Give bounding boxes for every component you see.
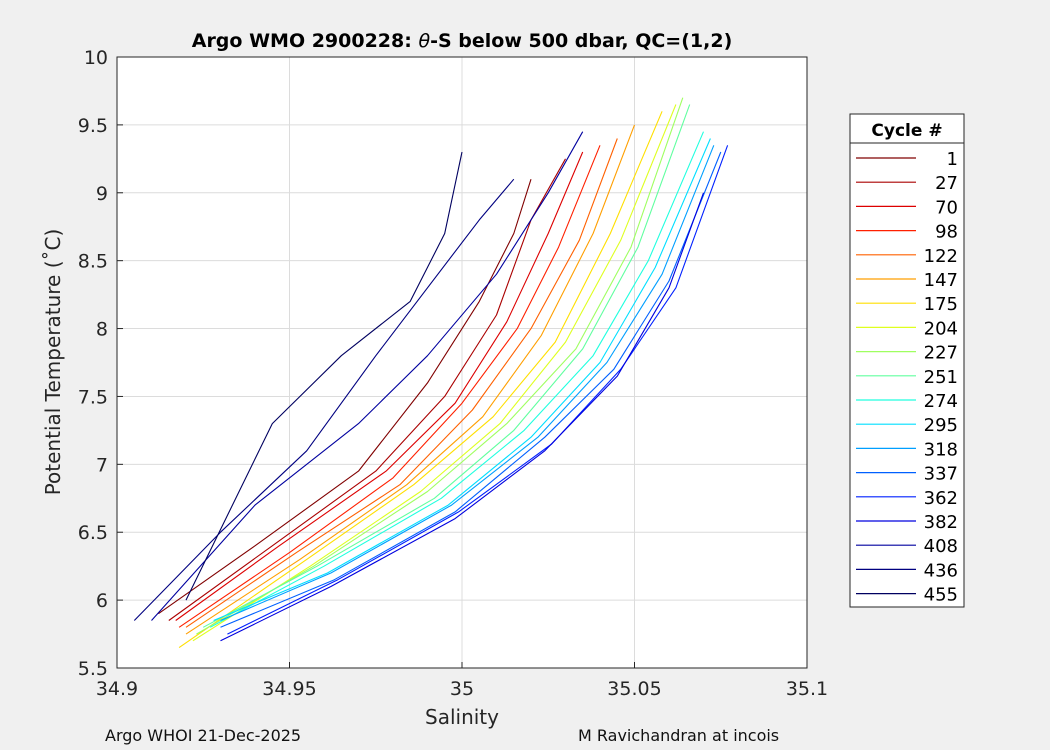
legend: Cycle # 1 27 70 98 122 147 175 204 227 251 274 295 3… xyxy=(849,113,965,608)
x-axis-label: Salinity xyxy=(425,705,499,729)
legend-label-337: 337 xyxy=(924,464,958,485)
x-tick-label: 34.9 xyxy=(96,678,138,700)
legend-title: Cycle # xyxy=(871,121,942,141)
footer-left: Argo WHOI 21-Dec-2025 xyxy=(105,726,302,745)
legend-label-436: 436 xyxy=(924,560,958,581)
legend-label-251: 251 xyxy=(924,367,958,388)
y-tick-label: 6 xyxy=(96,590,108,612)
legend-label-122: 122 xyxy=(924,246,958,267)
x-tick-label: 34.95 xyxy=(262,678,316,700)
series-line-cycle-274 xyxy=(209,131,705,628)
y-tick-label: 7 xyxy=(96,454,108,476)
series-line-cycle-318 xyxy=(220,145,715,622)
series-line-cycle-455 xyxy=(185,151,463,601)
legend-label-362: 362 xyxy=(924,488,958,509)
legend-label-98: 98 xyxy=(935,222,958,243)
legend-label-204: 204 xyxy=(924,318,958,339)
series-line-cycle-175 xyxy=(178,111,663,649)
legend-box xyxy=(849,113,965,608)
series-line-cycle-295 xyxy=(213,138,711,622)
series-line-cycle-147 xyxy=(185,124,636,635)
legend-label-408: 408 xyxy=(924,536,958,557)
legend-label-455: 455 xyxy=(924,585,958,606)
y-tick-label: 8 xyxy=(96,319,108,341)
x-axis: 34.9 34.95 35 35.05 35.1 xyxy=(96,662,828,700)
legend-label-147: 147 xyxy=(924,270,958,291)
y-axis: 5.5 6 6.5 7 7.5 8 8.5 9 9.5 10 xyxy=(78,47,123,680)
legend-label-70: 70 xyxy=(935,197,958,218)
x-tick-label: 35.1 xyxy=(786,678,828,700)
y-tick-label: 10 xyxy=(84,47,108,69)
y-tick-label: 8.5 xyxy=(78,251,108,273)
series-line-cycle-251 xyxy=(202,104,691,628)
legend-label-27: 27 xyxy=(935,173,958,194)
footer-right: M Ravichandran at incois xyxy=(578,726,780,745)
legend-label-318: 318 xyxy=(924,439,958,460)
y-tick-label: 7.5 xyxy=(78,386,108,408)
legend-label-295: 295 xyxy=(924,415,958,436)
series-line-cycle-204 xyxy=(192,104,677,642)
legend-label-227: 227 xyxy=(924,343,958,364)
x-tick-label: 35.05 xyxy=(607,678,661,700)
series-lines xyxy=(133,97,729,649)
series-line-cycle-408 xyxy=(151,131,584,621)
series-line-cycle-227 xyxy=(196,97,684,635)
legend-label-274: 274 xyxy=(924,391,958,412)
series-line-cycle-337 xyxy=(220,151,722,628)
y-tick-label: 5.5 xyxy=(78,658,108,680)
grid xyxy=(117,57,807,668)
y-tick-label: 6.5 xyxy=(78,522,108,544)
y-tick-label: 9 xyxy=(96,183,108,205)
legend-label-175: 175 xyxy=(924,294,958,315)
series-line-cycle-70 xyxy=(175,151,584,621)
y-axis-label: Potential Temperature (˚C) xyxy=(41,229,65,496)
series-line-cycle-122 xyxy=(185,138,618,628)
legend-label-382: 382 xyxy=(924,512,958,533)
series-line-cycle-382 xyxy=(220,192,705,642)
y-tick-label: 9.5 xyxy=(78,115,108,137)
series-line-cycle-1 xyxy=(158,179,532,615)
chart-title: Argo WMO 2900228: θ-S below 500 dbar, QC… xyxy=(192,30,733,52)
series-line-cycle-436 xyxy=(133,178,515,621)
legend-label-1: 1 xyxy=(947,149,958,170)
x-tick-label: 35 xyxy=(450,678,474,700)
series-line-cycle-98 xyxy=(178,145,601,628)
